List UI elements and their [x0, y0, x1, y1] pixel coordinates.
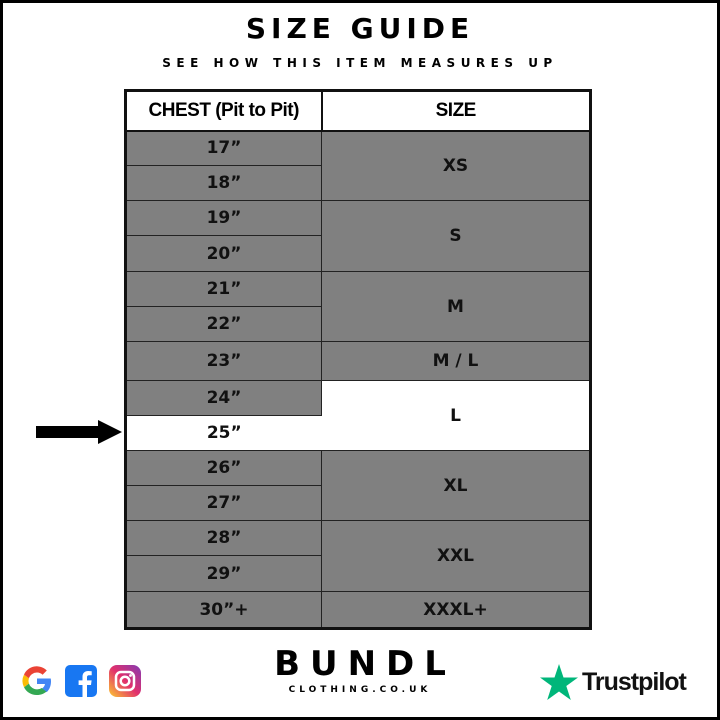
header-chest: CHEST (Pit to Pit) — [124, 89, 323, 132]
arrow-right-icon — [36, 420, 122, 444]
chest-cell: 26” — [125, 450, 322, 486]
size-cell: XXXL+ — [321, 591, 591, 629]
google-icon[interactable] — [20, 664, 54, 698]
chest-cell: 27” — [125, 485, 322, 521]
chest-cell: 24” — [125, 380, 322, 416]
chest-cell: 19” — [125, 200, 322, 236]
chest-cell: 18” — [125, 165, 322, 201]
chest-cell: 21” — [125, 271, 322, 307]
chest-cell: 22” — [125, 306, 322, 342]
size-cell: XXL — [321, 520, 591, 592]
size-cell: S — [321, 200, 591, 272]
page-subtitle: SEE HOW THIS ITEM MEASURES UP — [162, 56, 558, 70]
trustpilot-star-icon — [540, 664, 578, 700]
chest-cell: 29” — [125, 555, 322, 592]
brand-subtitle: CLOTHING.CO.UK — [288, 685, 432, 695]
brand-name: BUNDL — [274, 644, 456, 684]
header-size: SIZE — [320, 89, 592, 132]
chest-cell: 28” — [125, 520, 322, 556]
facebook-icon[interactable] — [64, 664, 98, 698]
chest-cell-highlighted: 25” — [125, 415, 322, 451]
size-cell: XS — [321, 130, 591, 201]
chest-cell: 20” — [125, 235, 322, 272]
trustpilot-label: Trustpilot — [582, 668, 687, 696]
chest-cell: 23” — [125, 341, 322, 381]
size-cell: XL — [321, 450, 591, 521]
size-cell-highlighted: L — [321, 380, 591, 451]
page-title: SIZE GUIDE — [245, 12, 475, 45]
size-cell: M / L — [321, 341, 591, 381]
size-cell: M — [321, 271, 591, 342]
instagram-icon[interactable] — [108, 664, 142, 698]
chest-cell: 17” — [125, 130, 322, 166]
trustpilot-logo[interactable]: Trustpilot — [540, 664, 687, 700]
brand-logo: BUNDL CLOTHING.CO.UK — [250, 646, 470, 696]
chest-cell: 30”+ — [125, 591, 322, 629]
size-table: CHEST (Pit to Pit) SIZE 17” XS 18” 19” S 2… — [124, 89, 592, 630]
